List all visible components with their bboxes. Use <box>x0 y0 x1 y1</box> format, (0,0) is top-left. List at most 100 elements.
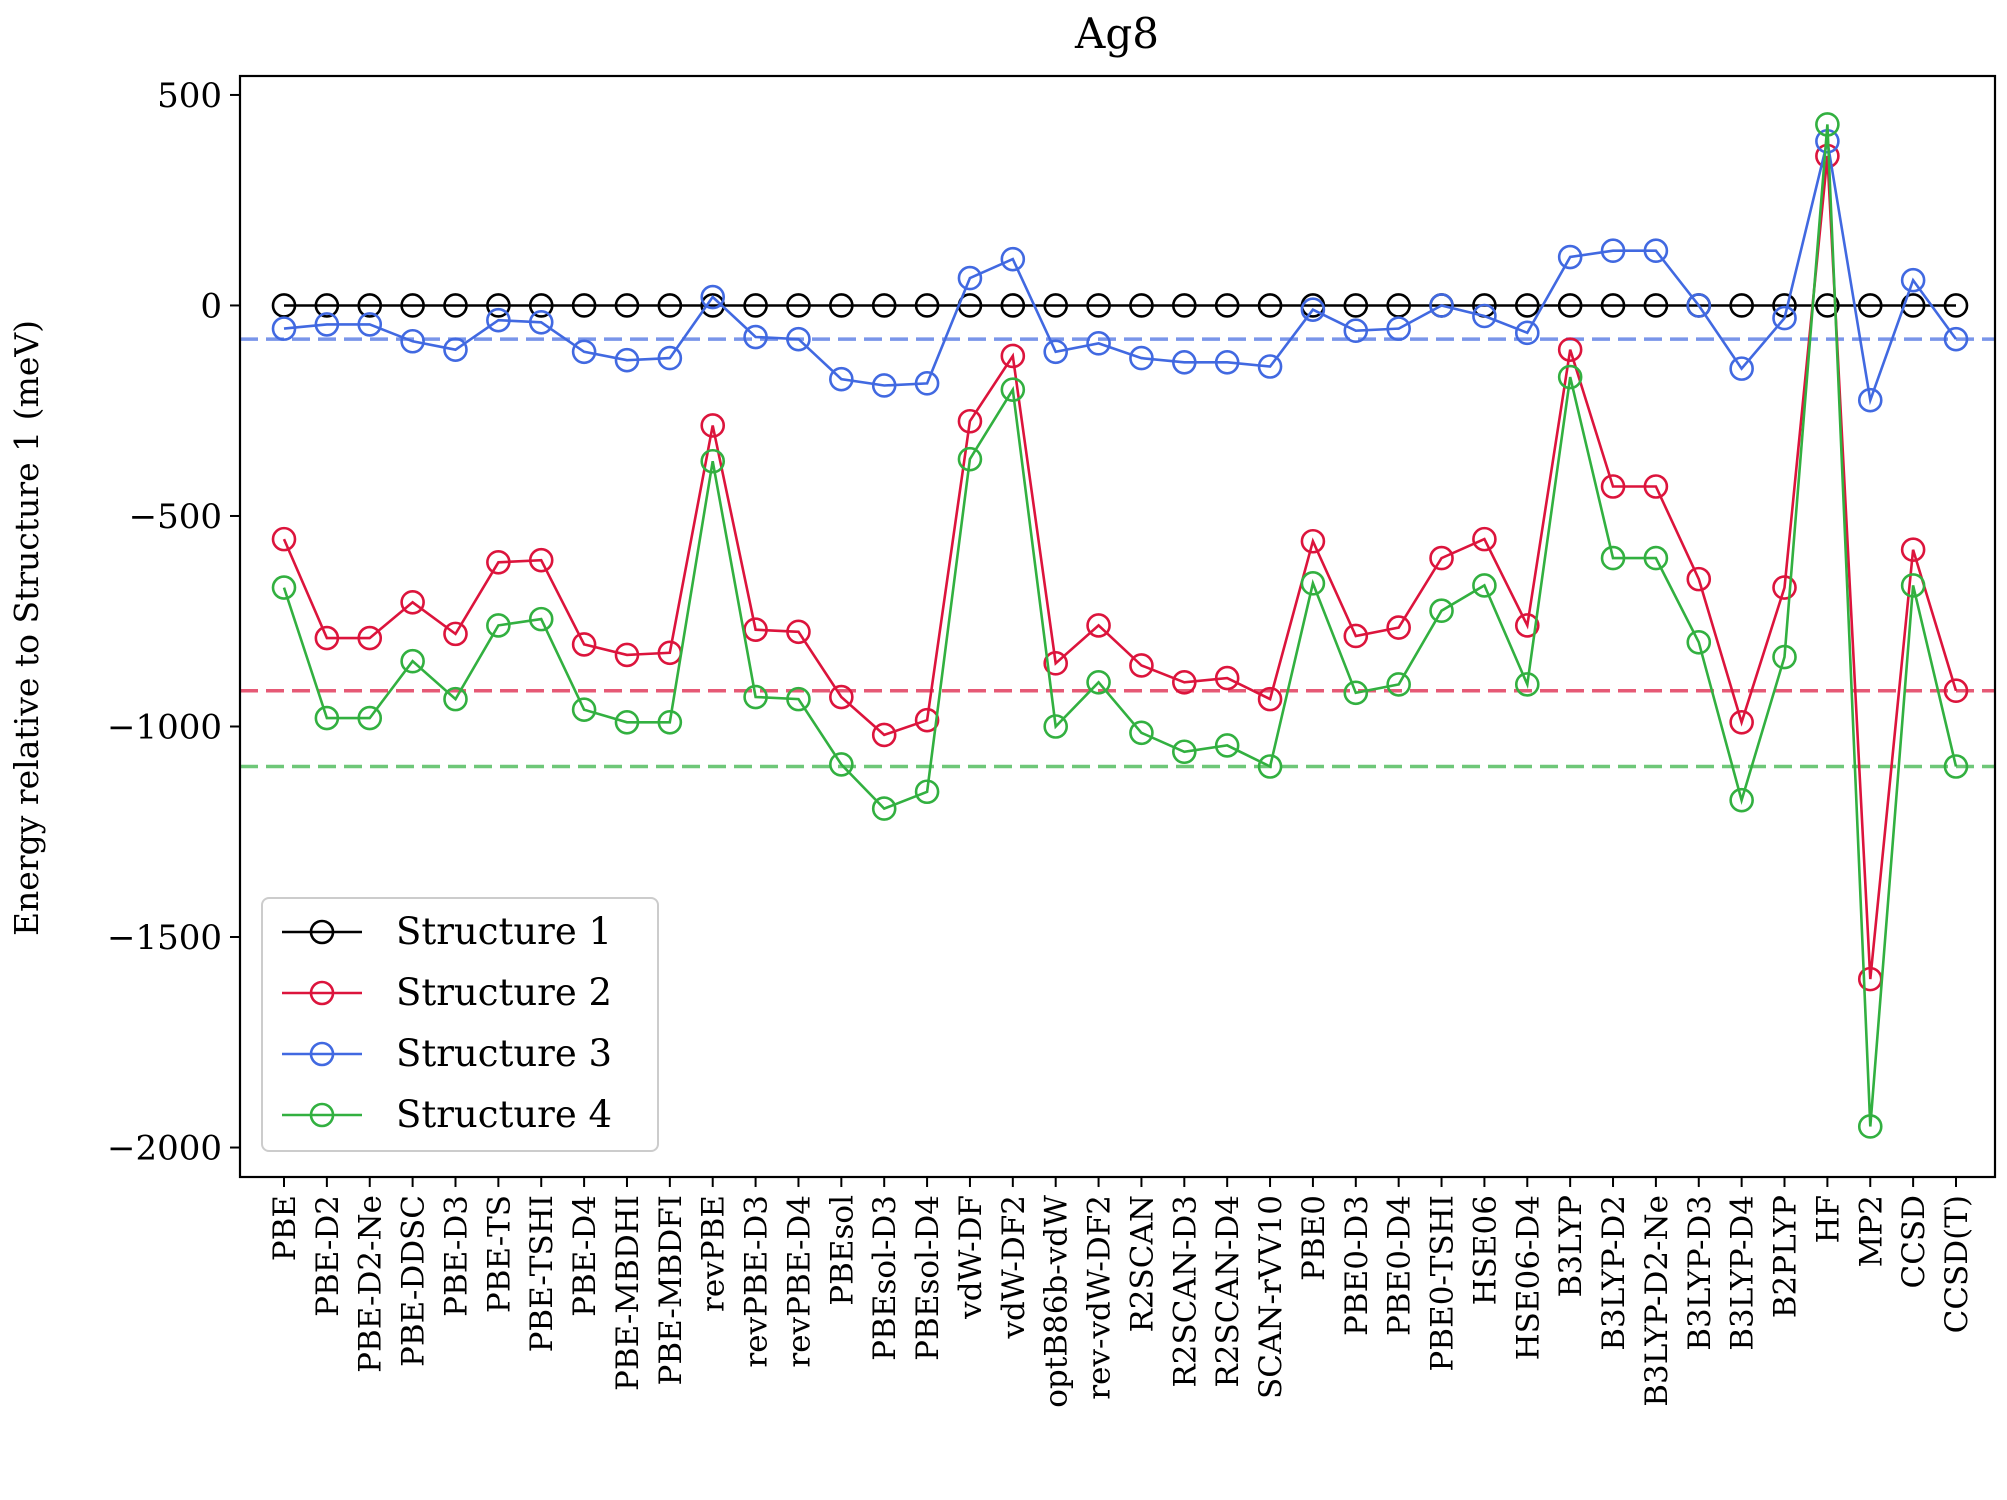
x-tick-label: rev-vdW-DF2 <box>1082 1195 1118 1400</box>
data-point <box>1900 267 1926 293</box>
data-point <box>314 293 340 318</box>
data-point <box>1386 615 1411 640</box>
data-point <box>1900 573 1926 598</box>
data-point <box>571 697 597 722</box>
data-point <box>1129 345 1154 371</box>
x-tick-label: R2SCAN-D3 <box>1167 1195 1203 1388</box>
data-point <box>1172 293 1197 318</box>
data-point <box>914 371 940 396</box>
data-point <box>1343 680 1369 706</box>
data-point <box>786 326 811 352</box>
data-point <box>1600 238 1626 264</box>
x-tick-label: B3LYP-D2-Ne <box>1639 1195 1675 1407</box>
x-tick-label: B3LYP-D4 <box>1725 1195 1761 1351</box>
data-point <box>486 293 511 318</box>
reference-lines <box>240 337 1995 769</box>
data-point <box>829 684 854 710</box>
data-point <box>1214 350 1240 375</box>
data-point <box>957 408 983 434</box>
data-point <box>1643 545 1669 571</box>
data-point <box>1257 354 1283 379</box>
data-point <box>1514 672 1540 697</box>
data-point <box>1557 364 1583 390</box>
data-point <box>1943 754 1969 779</box>
x-tick-label: HSE06 <box>1467 1195 1503 1305</box>
data-point <box>1472 573 1497 598</box>
data-point <box>314 625 340 651</box>
x-tick-label: PBE-D4 <box>567 1195 603 1317</box>
x-tick-label: PBE-TSHI <box>524 1195 560 1352</box>
data-point <box>1043 651 1068 676</box>
series-1 <box>271 293 1969 318</box>
data-point <box>1043 339 1068 365</box>
x-tick-label: PBE-DDSC <box>396 1195 432 1367</box>
legend-item-4: Structure 4 <box>282 1093 612 1136</box>
data-point <box>914 779 940 805</box>
data-point <box>1857 293 1883 318</box>
x-tick-label: CCSD <box>1896 1195 1932 1289</box>
data-point <box>400 328 425 354</box>
data-point <box>957 265 983 291</box>
data-point <box>1300 571 1326 596</box>
data-point <box>1300 297 1326 322</box>
legend-label: Structure 2 <box>396 971 612 1014</box>
data-point <box>1343 293 1369 318</box>
data-point <box>700 293 726 318</box>
legend-marker <box>309 1102 335 1128</box>
x-tick-label: vdW-DF <box>953 1195 989 1320</box>
series-2 <box>271 143 1969 992</box>
data-point <box>1772 644 1797 670</box>
data-point <box>528 310 554 335</box>
x-tick-label: PBEsol <box>824 1195 860 1306</box>
y-tick-label: −2000 <box>107 1129 222 1169</box>
data-point <box>1686 566 1712 592</box>
data-point <box>1557 337 1583 362</box>
data-point <box>1943 293 1969 318</box>
data-point <box>829 366 854 392</box>
plot-area-frame <box>238 74 1997 1179</box>
data-point <box>1772 575 1797 600</box>
legend-marker <box>309 1041 335 1067</box>
data-point <box>1257 686 1283 712</box>
data-point <box>1343 318 1369 344</box>
data-point <box>357 293 383 318</box>
data-point <box>1514 320 1540 346</box>
series-3 <box>271 128 1969 413</box>
data-point <box>357 312 383 337</box>
data-point <box>357 625 383 651</box>
data-point <box>614 347 640 373</box>
x-tick-label: PBE-MBDHI <box>610 1195 646 1391</box>
legend-frame <box>261 897 659 1152</box>
data-point <box>1043 714 1068 739</box>
data-point <box>1214 665 1240 691</box>
x-tick-label: revPBE <box>696 1195 732 1312</box>
data-point <box>1086 669 1111 695</box>
data-point <box>1000 246 1026 272</box>
x-tick-label: revPBE-D4 <box>781 1195 817 1368</box>
data-point <box>271 316 297 341</box>
data-point <box>400 589 425 615</box>
x-tick-label: R2SCAN <box>1124 1195 1160 1333</box>
legend-label: Structure 4 <box>396 1093 612 1136</box>
data-point <box>1129 653 1154 678</box>
data-point <box>528 606 554 632</box>
data-point <box>914 707 940 733</box>
data-point <box>1472 526 1497 552</box>
series-4 <box>271 112 1969 1139</box>
legend-item-1: Structure 1 <box>282 910 612 953</box>
data-point <box>1557 244 1583 270</box>
x-tick-label: CCSD(T) <box>1939 1195 1975 1333</box>
data-point <box>1000 293 1026 318</box>
data-point <box>829 752 854 777</box>
y-axis: 500 0 −500 −1000 −1500 −2000 <box>107 76 240 1169</box>
data-point <box>1086 293 1111 318</box>
data-point <box>657 293 683 318</box>
data-point <box>1729 293 1754 318</box>
data-point <box>700 448 726 474</box>
data-point <box>1600 293 1626 318</box>
x-tick-label: B3LYP-D2 <box>1596 1195 1632 1351</box>
data-point <box>871 796 897 821</box>
legend: Structure 1 Structure 2 Structure 3 Structu… <box>261 897 659 1152</box>
series-layer <box>271 112 1969 1139</box>
